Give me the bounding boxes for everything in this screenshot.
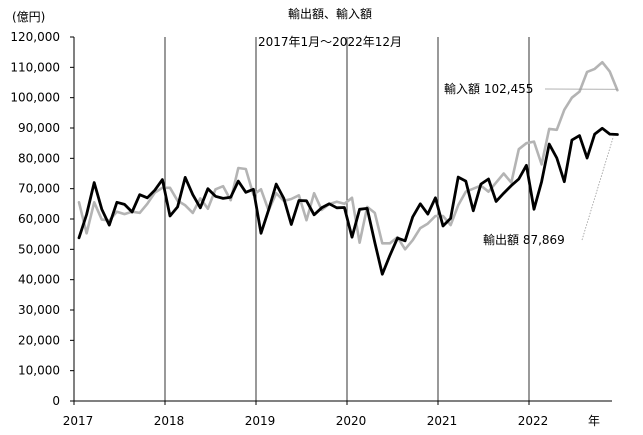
y-tick-label: 0 xyxy=(52,394,60,408)
series-line-export xyxy=(77,126,619,276)
x-tick-label: 2017 xyxy=(63,414,94,428)
x-tick-label: 2021 xyxy=(427,414,458,428)
x-axis-label: 年 xyxy=(588,414,600,428)
chart-subtitle: 2017年1月～2022年12月 xyxy=(258,35,402,49)
y-tick-label: 50,000 xyxy=(18,242,60,256)
y-tick-label: 110,000 xyxy=(10,60,60,74)
x-axis: 2017 2018 2019 2020 2021 2022 xyxy=(63,400,612,428)
y-tick-label: 40,000 xyxy=(18,273,60,287)
export-leader-line xyxy=(581,136,614,241)
x-tick-label: 2019 xyxy=(245,414,276,428)
y-tick-label: 120,000 xyxy=(10,30,60,44)
y-tick-label: 100,000 xyxy=(10,91,60,105)
x-tick-label: 2020 xyxy=(336,414,367,428)
y-tick-label: 70,000 xyxy=(18,182,60,196)
series-line-import xyxy=(77,60,619,251)
plot-area xyxy=(77,60,619,276)
y-tick-label: 20,000 xyxy=(18,333,60,347)
chart-title: 輸出額、輸入額 xyxy=(288,6,372,21)
y-tick-label: 30,000 xyxy=(18,303,60,317)
import-value-label: 輸入額 102,455 xyxy=(444,81,533,96)
y-tick-label: 60,000 xyxy=(18,212,60,226)
export-value-label: 輸出額 87,869 xyxy=(483,232,565,247)
series-labels: 輸入額 102,455 輸出額 87,869 xyxy=(444,81,618,247)
y-tick-label: 10,000 xyxy=(18,364,60,378)
x-tick-label: 2022 xyxy=(518,414,549,428)
y-axis: 0 10,000 20,000 30,000 40,000 50,000 60,000 70,… xyxy=(10,30,75,408)
y-tick-label: 90,000 xyxy=(18,121,60,135)
y-axis-unit-label: (億円) xyxy=(12,10,45,24)
x-tick-label: 2018 xyxy=(154,414,185,428)
y-tick-label: 80,000 xyxy=(18,151,60,165)
